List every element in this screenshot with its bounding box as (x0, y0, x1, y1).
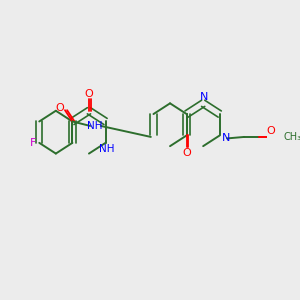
Text: F: F (30, 138, 37, 148)
Text: CH₃: CH₃ (284, 132, 300, 142)
Text: N: N (200, 92, 208, 102)
Text: O: O (85, 88, 93, 98)
Text: NH: NH (99, 144, 115, 154)
Text: O: O (182, 148, 191, 158)
Text: O: O (56, 103, 64, 113)
Text: NH: NH (87, 121, 103, 131)
Text: O: O (267, 126, 275, 136)
Text: N: N (221, 134, 230, 143)
